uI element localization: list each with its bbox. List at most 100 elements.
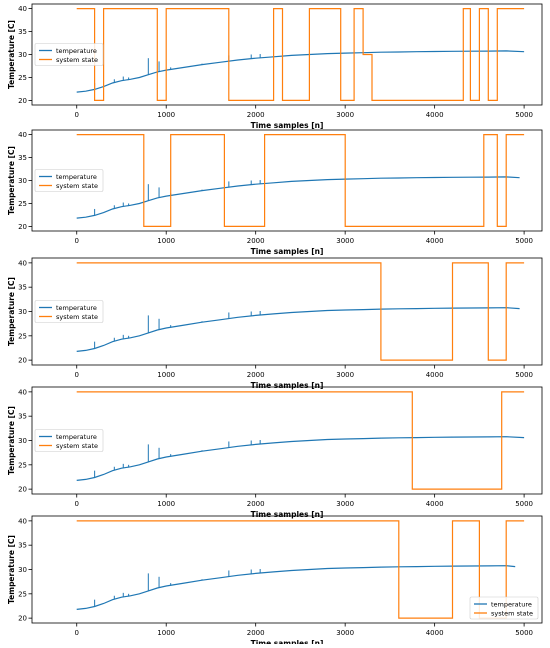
plot-frame [31,257,543,366]
x-axis-label: Time samples [n] [251,639,324,644]
x-tick-label: 4000 [426,629,444,637]
y-tick-label: 30 [18,308,27,316]
x-tick-label: 4000 [426,371,444,379]
legend-system-state-label: system state [491,609,533,617]
plot-frame [31,386,543,495]
y-tick-label: 30 [18,437,27,445]
y-tick-label: 25 [18,74,27,82]
x-tick-label: 2000 [247,111,265,119]
legend-temperature-label: temperature [56,433,97,441]
y-tick-label: 40 [18,259,27,267]
system-state-line [76,134,525,227]
x-axis-label: Time samples [n] [251,381,324,390]
x-tick-label: 2000 [247,237,265,245]
x-tick-label: 2000 [247,629,265,637]
x-tick-label: 2000 [247,371,265,379]
plot-frame [31,129,543,232]
y-tick-label: 40 [18,5,27,13]
temperature-line [76,436,525,481]
y-tick-label: 35 [18,28,27,36]
y-tick-label: 20 [18,97,27,105]
x-tick-label: 4000 [426,237,444,245]
x-tick-label: 5000 [515,629,533,637]
chart-panel-1: 0 1000 2000 3000 4000 5000 20 25 30 35 40 Time samp… [7,3,543,130]
legend-system-state-label: system state [56,182,98,190]
x-tick-label: 1000 [157,500,175,508]
x-tick-label: 3000 [336,371,354,379]
x-tick-label: 4000 [426,111,444,119]
system-state-line [76,391,525,490]
legend-temperature-label: temperature [491,600,532,608]
system-state-line [76,520,525,619]
x-tick-label: 1000 [157,111,175,119]
legend-system-state-label: system state [56,56,98,64]
x-tick-label: 0 [75,371,79,379]
x-tick-label: 0 [75,237,79,245]
y-axis-label: Temperature [C] [7,277,16,346]
y-tick-label: 20 [18,615,27,623]
plot-frame [31,3,543,106]
x-tick-label: 1000 [157,237,175,245]
y-tick-label: 30 [18,566,27,574]
x-axis-label: Time samples [n] [251,121,324,130]
y-axis-label: Temperature [C] [7,146,16,215]
y-tick-label: 30 [18,177,27,185]
x-tick-label: 0 [75,629,79,637]
temperature-line [76,307,520,352]
y-axis-label: Temperature [C] [7,20,16,89]
temperature-line [76,50,525,93]
x-tick-label: 1000 [157,629,175,637]
x-axis-label: Time samples [n] [251,510,324,519]
x-tick-label: 3000 [336,111,354,119]
y-tick-label: 35 [18,413,27,421]
x-tick-label: 5000 [515,111,533,119]
y-tick-label: 40 [18,131,27,139]
y-axis-label: Temperature [C] [7,406,16,475]
x-tick-label: 0 [75,111,79,119]
y-tick-label: 35 [18,284,27,292]
chart-panel-3: 0 1000 2000 3000 4000 5000 20 25 30 35 40 Time samp… [7,257,543,390]
x-tick-label: 2000 [247,500,265,508]
x-tick-label: 0 [75,500,79,508]
y-tick-label: 25 [18,461,27,469]
x-axis-label: Time samples [n] [251,247,324,256]
y-tick-label: 35 [18,154,27,162]
y-tick-label: 40 [18,517,27,525]
legend-temperature-label: temperature [56,47,97,55]
y-tick-label: 20 [18,357,27,365]
legend-temperature-label: temperature [56,173,97,181]
y-tick-label: 40 [18,388,27,396]
x-tick-label: 5000 [515,237,533,245]
y-tick-label: 20 [18,486,27,494]
y-tick-label: 30 [18,51,27,59]
y-tick-label: 20 [18,223,27,231]
legend-system-state-label: system state [56,313,98,321]
x-tick-label: 3000 [336,629,354,637]
system-state-line [76,262,525,361]
y-tick-label: 25 [18,590,27,598]
chart-panel-5: 0 1000 2000 3000 4000 5000 20 25 30 35 40 Time samp… [7,515,543,648]
y-axis-label: Temperature [C] [7,535,16,604]
chart-panel-2: 0 1000 2000 3000 4000 5000 20 25 30 35 40 Time samp… [7,129,543,256]
x-tick-label: 5000 [515,371,533,379]
x-tick-label: 4000 [426,500,444,508]
legend-system-state-label: system state [56,442,98,450]
plot-frame [31,515,543,624]
temperature-line [76,565,516,610]
legend-temperature-label: temperature [56,304,97,312]
chart-panel-4: 0 1000 2000 3000 4000 5000 20 25 30 35 40 Time samp… [7,386,543,519]
y-tick-label: 25 [18,332,27,340]
x-tick-label: 5000 [515,500,533,508]
x-tick-label: 3000 [336,500,354,508]
y-tick-label: 25 [18,200,27,208]
x-tick-label: 1000 [157,371,175,379]
x-tick-label: 3000 [336,237,354,245]
temperature-line [76,176,520,219]
